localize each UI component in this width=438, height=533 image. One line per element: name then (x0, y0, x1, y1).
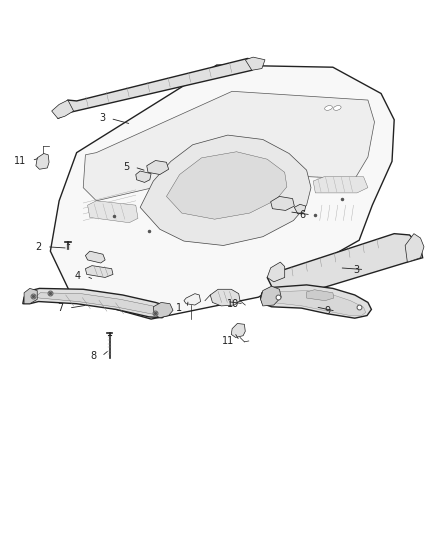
Polygon shape (231, 324, 245, 337)
Text: 9: 9 (325, 306, 331, 316)
Text: 3: 3 (353, 264, 359, 274)
Polygon shape (50, 65, 394, 319)
Ellipse shape (325, 106, 332, 110)
Polygon shape (85, 265, 113, 278)
Polygon shape (261, 286, 281, 306)
Text: 11: 11 (222, 336, 234, 346)
Polygon shape (147, 160, 169, 174)
Polygon shape (83, 91, 374, 201)
Polygon shape (184, 294, 201, 305)
Polygon shape (24, 288, 37, 304)
Ellipse shape (333, 106, 341, 110)
Polygon shape (52, 100, 74, 118)
Text: 7: 7 (57, 303, 64, 313)
Polygon shape (36, 154, 49, 169)
Text: 3: 3 (99, 114, 105, 124)
Text: 8: 8 (90, 351, 96, 361)
Polygon shape (58, 59, 261, 118)
Polygon shape (35, 293, 162, 314)
Text: 6: 6 (300, 210, 306, 220)
Polygon shape (267, 290, 366, 316)
Polygon shape (267, 262, 285, 282)
Polygon shape (136, 171, 151, 182)
Polygon shape (23, 288, 169, 318)
Text: 4: 4 (75, 271, 81, 281)
Text: 1: 1 (176, 303, 182, 313)
Polygon shape (294, 204, 306, 214)
Polygon shape (210, 289, 240, 306)
Polygon shape (405, 233, 424, 262)
Text: 5: 5 (123, 162, 129, 172)
Polygon shape (153, 302, 173, 318)
Polygon shape (166, 152, 287, 219)
Polygon shape (313, 177, 368, 193)
Polygon shape (261, 285, 371, 318)
Text: 11: 11 (14, 156, 26, 166)
Text: 2: 2 (35, 242, 42, 252)
Polygon shape (267, 233, 423, 298)
Polygon shape (271, 197, 294, 211)
Polygon shape (140, 135, 311, 246)
Polygon shape (88, 201, 138, 223)
Polygon shape (307, 290, 334, 301)
Polygon shape (245, 57, 265, 70)
Polygon shape (85, 251, 105, 263)
Text: 10: 10 (226, 298, 239, 309)
